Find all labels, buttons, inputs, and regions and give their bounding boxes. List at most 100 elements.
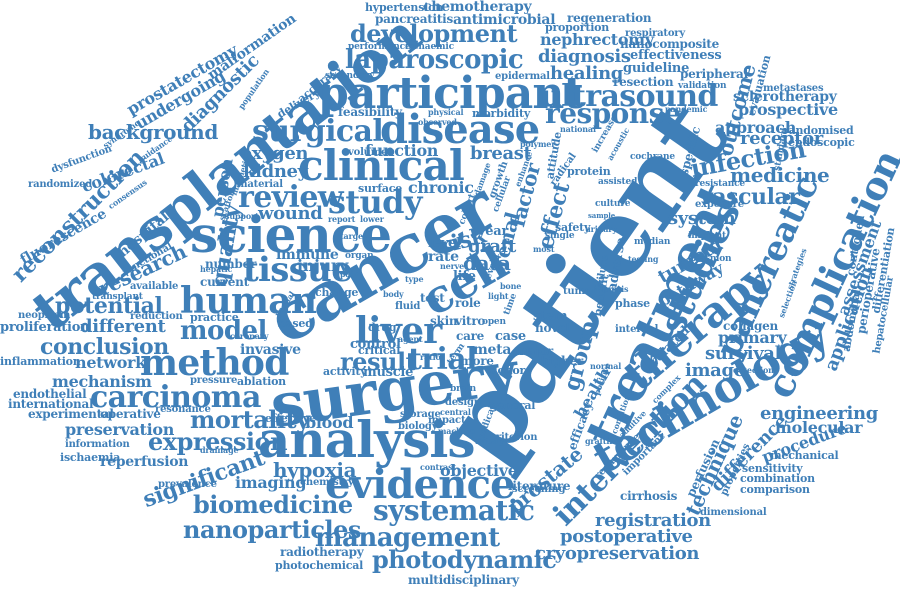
word-donor: donor (490, 364, 526, 377)
word-disease: disease (380, 106, 540, 153)
word-clinical: clinical (298, 141, 465, 190)
word-pressure: pressure (190, 375, 238, 386)
word-agent: agent (398, 334, 423, 344)
word-care: care (456, 329, 485, 343)
word-image: image (685, 360, 745, 381)
word-primary: primary (718, 328, 787, 347)
word-background: background (88, 120, 218, 144)
word-kidney: kidney (243, 161, 308, 182)
word-artery: artery (475, 437, 505, 447)
word-blood: blood (305, 413, 354, 432)
word-respiratory: respiratory (625, 28, 685, 39)
word-nanoparticles: nanoparticles (183, 515, 361, 544)
word-single: single (545, 231, 575, 241)
word-study: study (328, 183, 422, 221)
word-stem: stem (533, 309, 568, 324)
word-neoplasm: neoplasm (18, 310, 71, 321)
word-molecular: molecular (775, 418, 863, 437)
word-effective: effective (265, 412, 316, 425)
word-international: international (8, 397, 94, 411)
word-muscle: muscle (363, 365, 414, 380)
word-level: level (428, 236, 461, 251)
word-science: science (190, 205, 392, 264)
word-material: material (237, 179, 283, 190)
word-fibrosis: fibrosis (596, 284, 629, 294)
word-mortality: mortality (190, 405, 310, 434)
word-brain: brain (450, 384, 476, 394)
word-higher: higher (540, 354, 583, 368)
word-chemistry: chemistry (300, 477, 354, 488)
word-tissue: tissue (243, 250, 353, 290)
word-engineering: engineering (760, 403, 878, 424)
word-randomised: randomised (783, 124, 854, 137)
word-network: network (75, 353, 146, 372)
word-control: control (350, 337, 401, 352)
word-nephrectomy: nephrectomy (540, 30, 654, 49)
word-biomedicine: biomedicine (193, 490, 353, 519)
word-storage: storage (400, 409, 441, 420)
word-transplant: transplant (92, 292, 143, 302)
word-median: median (634, 237, 671, 247)
word-operative: operative (100, 407, 161, 421)
word-prospective: prospective (738, 100, 838, 119)
word-current: current (200, 275, 249, 289)
word-invasive: invasive (240, 342, 301, 358)
word-human: human (180, 280, 317, 322)
word-dimensional: dimensional (700, 507, 767, 518)
word-management: management (315, 523, 500, 553)
word-culture: culture (595, 199, 631, 209)
word-plasmon: plasmon (690, 254, 732, 264)
word-central: central (440, 407, 471, 417)
word-activity: activity (323, 365, 367, 378)
word-potential: potential (55, 293, 163, 319)
word-imaging: imaging (235, 473, 307, 492)
word-ablation: ablation (237, 375, 286, 388)
word-result: result (340, 347, 417, 376)
word-most: most (533, 244, 555, 254)
word-breast: breast (470, 143, 532, 164)
word-cochrane: cochrane (630, 152, 675, 162)
word-information: information (65, 439, 130, 450)
word-regeneration: regeneration (567, 11, 652, 25)
word-data: data (463, 251, 511, 275)
word-report: report (328, 214, 356, 224)
word-participant: participant (318, 68, 584, 119)
word-volume: volume (348, 147, 388, 158)
word-number: number (205, 257, 257, 271)
word-skin: skin (430, 314, 458, 328)
word-more: more (460, 354, 494, 368)
word-based: based (278, 317, 313, 330)
word-screening: screening (512, 484, 566, 495)
word-body: body (383, 289, 404, 299)
word-system: system (668, 208, 736, 229)
word-chemotherapy: chemotherapy (423, 0, 532, 15)
word-response: response (545, 97, 682, 130)
word-immune: immune (276, 247, 339, 263)
word-protein: protein (567, 165, 611, 178)
word-light: light (488, 291, 509, 301)
word-ultrasound: ultrasound (540, 79, 718, 114)
word-preservation: preservation (65, 420, 175, 439)
word-resonance: resonance (155, 404, 211, 415)
word-major: major (515, 344, 553, 358)
word-radiotherapy: radiotherapy (280, 545, 364, 559)
word-literature: literature (508, 479, 571, 493)
word-target: target (340, 231, 367, 241)
word-available: available (130, 281, 179, 292)
word-expression: expression (148, 427, 288, 456)
word-approach: approach (715, 118, 797, 137)
word-urinary: urinary (585, 224, 617, 234)
word-national: national (560, 124, 596, 134)
word-experimental: experimental (28, 407, 114, 421)
word-trial: trial (408, 342, 478, 377)
word-contrast: contrast (420, 462, 457, 472)
word-review: review (238, 180, 344, 215)
word-validation: validation (678, 81, 727, 91)
word-guideline: guideline (623, 61, 690, 76)
word-test: test (420, 291, 445, 305)
word-injury: injury (297, 256, 348, 275)
word-implant: implant (688, 231, 726, 241)
word-open: open (482, 317, 506, 327)
word-multidisciplinary: multidisciplinary (408, 573, 519, 587)
word-metastases: metastases (763, 83, 824, 94)
